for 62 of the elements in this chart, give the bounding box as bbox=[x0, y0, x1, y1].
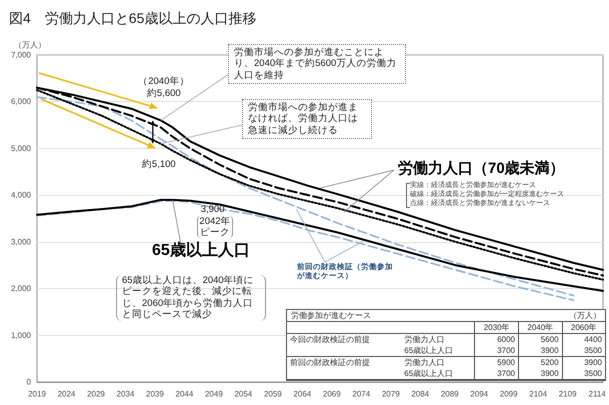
annotation: 3700 bbox=[474, 345, 518, 356]
annotation: 労働市場への参加が進まなければ、労働力人口は急速に減少し続ける bbox=[242, 99, 372, 140]
annotation: 5200 bbox=[518, 356, 562, 368]
annotation: 労働市場への参加が進むことにより、2040年まで約5600万人の労働力人口を維持 bbox=[228, 44, 406, 84]
annotation: 3900 bbox=[518, 368, 562, 380]
x-tick-label: 2099 bbox=[500, 390, 518, 398]
y-tick-label: 3,000 bbox=[10, 237, 32, 246]
annotation: 労働力人口 bbox=[403, 334, 446, 345]
annotation: 5900 bbox=[474, 356, 518, 368]
annotation: 労働力人口 bbox=[403, 357, 446, 368]
annotation: 4400 bbox=[562, 334, 605, 345]
annotation: 65歳以上人口 bbox=[403, 345, 454, 356]
x-tick-label: 2069 bbox=[322, 390, 342, 398]
chart-title: 図4 労働力人口と65歳以上の人口推移 bbox=[9, 10, 256, 26]
x-tick-label: 2019 bbox=[28, 390, 46, 398]
y-tick-label: 6,000 bbox=[10, 97, 32, 106]
x-tick-label: 2084 bbox=[411, 390, 430, 398]
annotation: 65歳以上人口 bbox=[152, 241, 250, 260]
annotation: 3500 bbox=[562, 345, 605, 356]
annotation: 65歳以上人口は、2040年頃にピークを迎えた後、減少に転じ、2060年頃から労働力人口と同じペースで減少 bbox=[116, 275, 266, 321]
annotation: （万人） bbox=[569, 310, 601, 321]
x-tick-label: 2039 bbox=[146, 390, 164, 398]
annotation: 6000 bbox=[474, 334, 518, 345]
annotation: 労働参加が進むケース bbox=[291, 310, 371, 321]
x-tick-label: 2059 bbox=[264, 390, 282, 398]
x-tick-label: 2114 bbox=[588, 390, 606, 398]
x-tick-label: 2029 bbox=[87, 390, 106, 398]
x-tick-label: 2089 bbox=[440, 390, 460, 398]
annotation: 5600 bbox=[518, 334, 562, 345]
x-tick-label: 2074 bbox=[352, 390, 371, 398]
x-tick-label: 2109 bbox=[558, 390, 578, 398]
annotation: 3900 bbox=[518, 345, 562, 356]
annotation: 今回の財政検証の前提 bbox=[289, 334, 371, 346]
x-tick-label: 2049 bbox=[204, 390, 224, 398]
y-tick-label: 4,000 bbox=[10, 190, 32, 200]
y-axis-title: （万人） bbox=[14, 40, 46, 50]
annotation: 3500 bbox=[562, 368, 605, 380]
x-tick-label: 2064 bbox=[293, 390, 312, 398]
annotation: 2060年 bbox=[562, 322, 605, 334]
y-tick-label: 0 bbox=[26, 378, 32, 386]
x-tick-label: 2034 bbox=[116, 390, 135, 398]
x-tick-label: 2079 bbox=[382, 390, 400, 398]
annotation: 3900 bbox=[562, 356, 605, 368]
annotation: 2042年ピーク bbox=[197, 216, 233, 238]
y-tick-label: 1,000 bbox=[10, 330, 32, 340]
y-tick-label: 5,000 bbox=[10, 144, 32, 153]
y-tick-label: 7,000 bbox=[10, 50, 32, 60]
x-tick-label: 2054 bbox=[234, 390, 253, 398]
x-tick-label: 2024 bbox=[58, 390, 76, 398]
annotation: 前回の財政検証の前提 bbox=[289, 357, 371, 369]
x-tick-label: 2094 bbox=[470, 390, 489, 398]
annotation: 2040年 bbox=[518, 322, 562, 334]
annotation: 3700 bbox=[474, 368, 518, 380]
annotation: 3,900 bbox=[200, 204, 226, 216]
annotation: 2030年 bbox=[474, 322, 518, 334]
annotation: 65歳以上人口 bbox=[403, 368, 454, 380]
x-tick-label: 2044 bbox=[175, 390, 194, 398]
annotation: 約5,100 bbox=[140, 158, 177, 170]
y-tick-label: 2,000 bbox=[10, 284, 32, 294]
x-tick-label: 2104 bbox=[529, 390, 548, 398]
annotation: 労働力人口（70歳未満） bbox=[398, 160, 565, 178]
annotation: （2040年）約5,600 bbox=[138, 76, 190, 100]
